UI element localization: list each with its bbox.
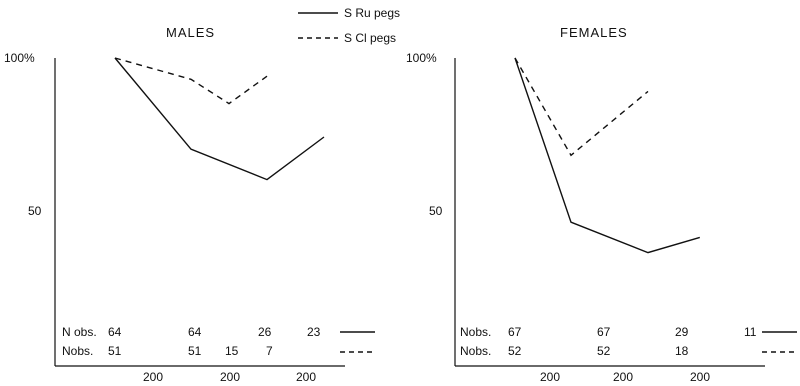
series-line-solid: [114, 57, 325, 181]
nobs-value: 52: [508, 344, 522, 358]
legend: S Ru pegs S Cl pegs: [298, 6, 400, 45]
y-tick-label: 50: [28, 204, 42, 218]
nobs-value: 23: [307, 325, 321, 339]
legend-label-solid: S Ru pegs: [344, 6, 400, 20]
legend-label-dashed: S Cl pegs: [344, 31, 396, 45]
series-line-dashed: [514, 57, 649, 157]
nobs-value: 26: [258, 325, 272, 339]
x-interval-label: 200: [690, 370, 710, 384]
nobs-value: 64: [188, 325, 202, 339]
panel-title: MALES: [166, 25, 215, 40]
nobs-value: 18: [675, 344, 689, 358]
nobs-label-solid: Nobs.: [460, 325, 491, 339]
nobs-label-solid: N obs.: [62, 325, 97, 339]
y-tick-label: 100%: [406, 51, 437, 65]
x-interval-label: 200: [143, 370, 163, 384]
nobs-value: 67: [597, 325, 611, 339]
series-line-solid: [514, 57, 700, 254]
x-interval-label: 200: [613, 370, 633, 384]
males-panel: MALES 100% 50 200 200 200 N obs. 64 64 2…: [4, 25, 375, 384]
nobs-label-dashed: Nobs.: [62, 344, 93, 358]
nobs-label-dashed: Nobs.: [460, 344, 491, 358]
nobs-value: 15: [225, 344, 239, 358]
x-interval-label: 200: [540, 370, 560, 384]
nobs-value: 11: [744, 325, 757, 339]
series-line-dashed: [114, 57, 268, 105]
nobs-value: 52: [597, 344, 611, 358]
x-interval-label: 200: [220, 370, 240, 384]
panel-title: FEMALES: [560, 25, 628, 40]
x-interval-label: 200: [296, 370, 316, 384]
nobs-value: 67: [508, 325, 522, 339]
nobs-value: 29: [675, 325, 689, 339]
nobs-value: 51: [188, 344, 202, 358]
females-panel: FEMALES 100% 50 200 200 200 Nobs. 67 67 …: [406, 25, 797, 384]
y-tick-label: 100%: [4, 51, 35, 65]
nobs-value: 64: [108, 325, 122, 339]
nobs-value: 51: [108, 344, 122, 358]
nobs-value: 7: [266, 344, 273, 358]
y-tick-label: 50: [429, 204, 443, 218]
